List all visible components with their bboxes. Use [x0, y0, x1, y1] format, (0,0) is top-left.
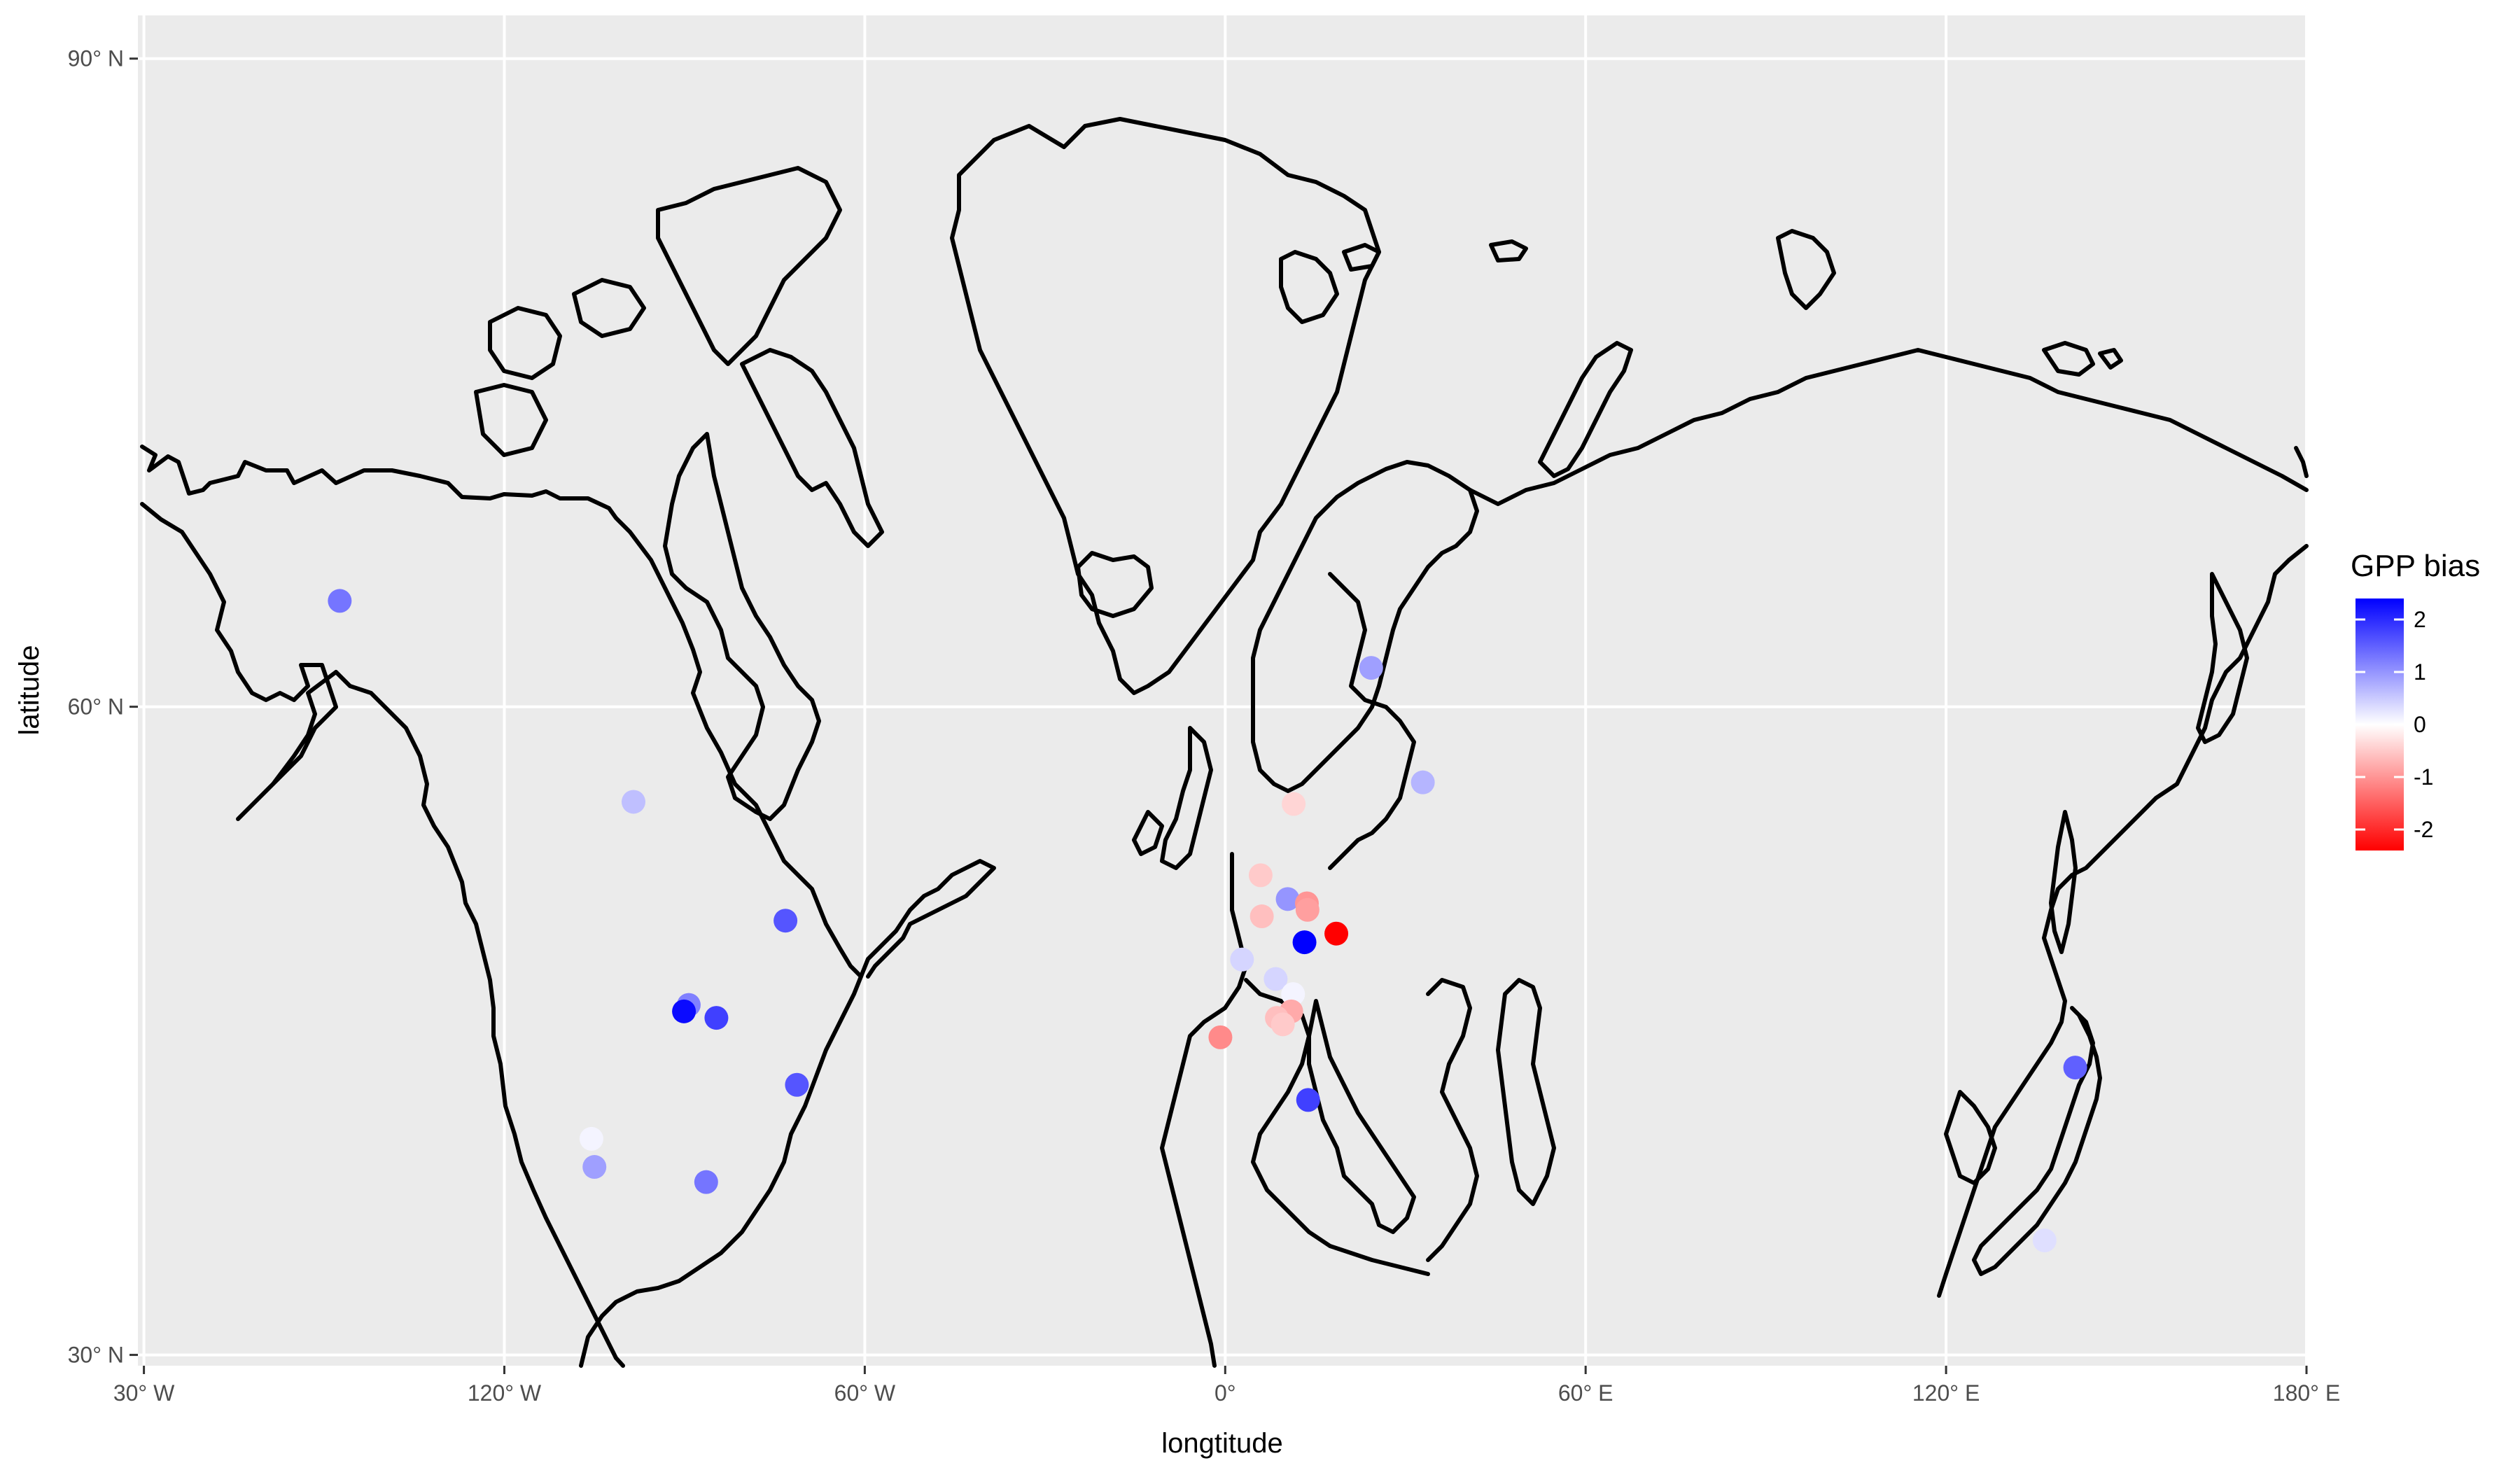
coastline-baffin-island [740, 348, 884, 548]
site-point [579, 1126, 603, 1151]
site-point [1292, 930, 1317, 955]
site-point [1270, 1012, 1295, 1037]
y-axis: 30° N 60° N 90° N [68, 46, 138, 1368]
coastline-korea [1944, 1090, 1997, 1185]
coastlines [140, 117, 2309, 1368]
coastline-chukotka [2294, 446, 2309, 478]
colorbar-tick-label: -2 [2414, 817, 2433, 842]
site-point [694, 1170, 718, 1194]
coastline-sakhalin [2049, 810, 2078, 954]
site-point [328, 589, 352, 613]
site-point [1248, 863, 1273, 888]
coastline-novaya-zemlya [1538, 341, 1633, 478]
site-point [1208, 1025, 1233, 1049]
y-tick-label: 30° N [68, 1343, 124, 1368]
site-point [1359, 656, 1383, 680]
gpp-bias-points [328, 589, 2087, 1252]
site-point [672, 999, 696, 1023]
x-axis-title: longtitude [1161, 1428, 1282, 1459]
colorbar-ticks: 2 1 0 -1 -2 [2356, 607, 2433, 842]
y-axis-title: latitude [14, 645, 45, 736]
site-point [1250, 904, 1274, 929]
site-point [1295, 897, 1320, 922]
coastline-kamchatka [2196, 572, 2249, 744]
site-point [1324, 921, 1349, 946]
site-point [704, 1006, 729, 1030]
colorbar-legend: GPP bias 2 1 0 -1 -2 [2351, 549, 2480, 850]
coastline-new-siberian-islands [2042, 341, 2123, 377]
coastline-japan [1972, 1006, 2102, 1276]
coastline-western-europe [1160, 852, 1248, 1368]
site-point [1281, 982, 1306, 1007]
coastline-svalbard [1279, 243, 1381, 324]
coastline-greenland [950, 117, 1381, 695]
site-point [1264, 967, 1288, 991]
coastline-iceland [1076, 551, 1154, 618]
site-point [1296, 1088, 1320, 1112]
colorbar-tick-label: -1 [2414, 764, 2433, 790]
site-point [774, 909, 798, 933]
coastline-severnaya-zemlya [1776, 229, 1836, 310]
site-point [1230, 947, 1254, 972]
coastline-hudson-bay [663, 432, 821, 821]
site-point [1275, 887, 1300, 911]
x-axis: 30° W 120° W 60° W 0° 60° E 120° E 180° E [113, 1366, 2340, 1406]
x-tick-label: 30° W [113, 1380, 175, 1406]
latitude-gridlines [138, 57, 2306, 1357]
x-tick-label: 0° [1214, 1380, 1236, 1406]
site-point [2063, 1056, 2087, 1080]
coastline-russia-arctic [1468, 348, 2309, 506]
y-tick-label: 90° N [68, 46, 124, 71]
legend-title: GPP bias [2351, 549, 2480, 583]
y-tick-label: 60° N [68, 694, 124, 720]
x-tick-label: 120° W [468, 1380, 542, 1406]
coastline-alaska-peninsula [140, 502, 625, 1368]
x-tick-label: 120° E [1912, 1380, 1980, 1406]
site-point [785, 1072, 809, 1097]
coastline-franz-josef-land [1489, 239, 1528, 262]
coastline-ellesmere-island [656, 166, 842, 366]
coastline-black-sea [1496, 978, 1556, 1206]
coastline-russia-pacific [1937, 544, 2309, 1298]
coastline-arctic-islands-west [474, 278, 646, 457]
site-point [1410, 770, 1435, 794]
site-point [2032, 1228, 2057, 1252]
plot-area [138, 15, 2309, 1368]
coastline-north-america-east [579, 859, 996, 1368]
coastline-british-isles [1132, 726, 1213, 870]
x-tick-label: 60° W [834, 1380, 896, 1406]
coastline-scandinavia [1251, 460, 1479, 793]
site-point [621, 790, 645, 814]
coastline-baltic [1328, 572, 1416, 870]
site-point [582, 1155, 607, 1180]
coastline-balkans [1426, 978, 1479, 1262]
site-point [1282, 792, 1306, 816]
x-tick-label: 180° E [2273, 1380, 2340, 1406]
x-tick-label: 60° E [1558, 1380, 1614, 1406]
colorbar-tick-label: 0 [2414, 712, 2426, 737]
colorbar-tick-label: 1 [2414, 659, 2426, 685]
colorbar-tick-label: 2 [2414, 607, 2426, 632]
